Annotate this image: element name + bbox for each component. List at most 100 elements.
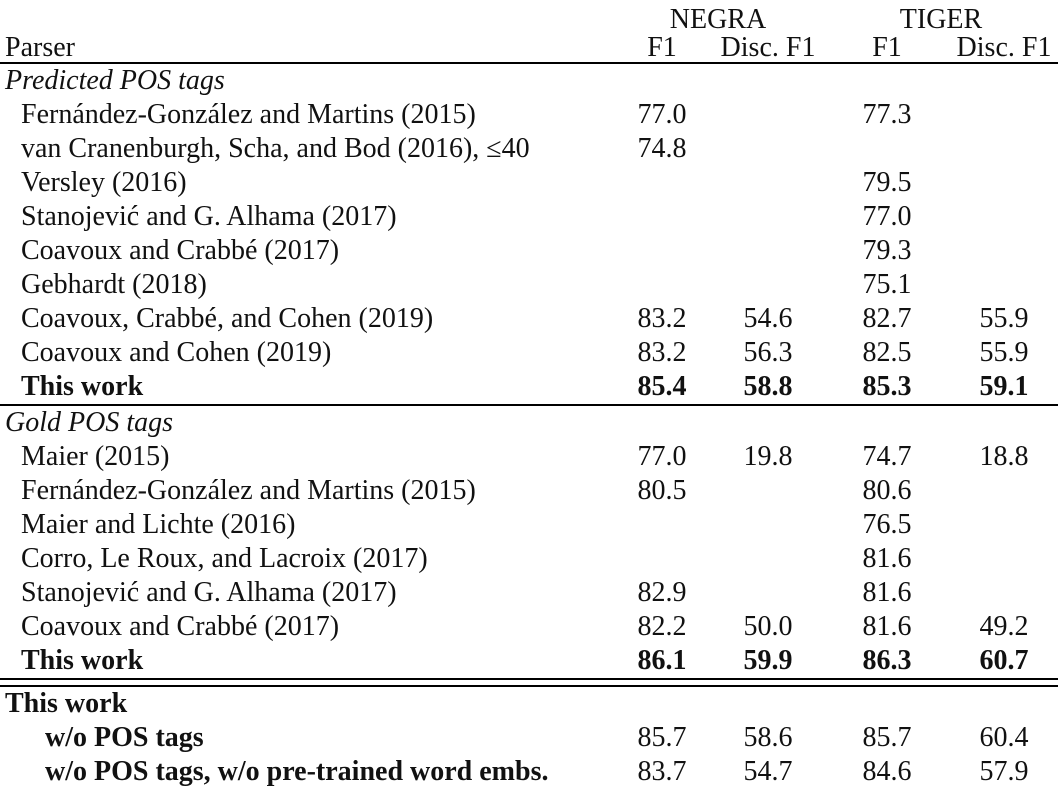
score-cell <box>612 166 712 200</box>
score-cell: 49.2 <box>979 611 1029 642</box>
score-cell: 77.3 <box>862 99 912 130</box>
score-cell: 83.2 <box>637 337 687 368</box>
group-header-row: NEGRA TIGER <box>0 6 1058 34</box>
score-cell: 74.8 <box>637 133 687 164</box>
score-cell: 82.5 <box>862 337 912 368</box>
parser-name-cell: Maier and Lichte (2016) <box>21 509 296 540</box>
parser-name-cell: Gebhardt (2018) <box>21 269 207 300</box>
column-header-row: Parser F1 Disc. F1 F1 Disc. F1 <box>0 34 1058 62</box>
score-cell: 79.5 <box>862 167 912 198</box>
table-row: Corro, Le Roux, and Lacroix (2017) 81.6 <box>0 542 1058 576</box>
score-cell <box>712 234 824 268</box>
score-cell <box>824 132 950 166</box>
score-cell <box>612 200 712 234</box>
score-cell <box>712 98 824 132</box>
score-cell: 82.2 <box>637 611 687 642</box>
parser-name-cell: Coavoux and Crabbé (2017) <box>21 611 340 642</box>
score-cell: 86.1 <box>637 645 687 676</box>
score-cell <box>950 474 1058 508</box>
score-cell <box>950 98 1058 132</box>
score-cell: 82.7 <box>862 303 912 334</box>
table-row: Maier (2015) 77.0 19.8 74.7 18.8 <box>0 440 1058 474</box>
score-cell: 59.1 <box>979 371 1029 402</box>
score-cell <box>950 508 1058 542</box>
score-cell <box>712 542 824 576</box>
score-cell <box>712 200 824 234</box>
parser-name-cell: This work <box>21 371 144 402</box>
parser-name-cell: w/o POS tags <box>45 722 204 753</box>
score-cell: 84.6 <box>862 756 912 787</box>
score-cell <box>712 166 824 200</box>
parser-name-cell: Stanojević and G. Alhama (2017) <box>21 201 397 232</box>
table-row: Maier and Lichte (2016) 76.5 <box>0 508 1058 542</box>
score-cell: 58.6 <box>743 722 793 753</box>
parser-name-cell: Coavoux, Crabbé, and Cohen (2019) <box>21 303 434 334</box>
score-cell <box>612 268 712 302</box>
group-header-spacer <box>0 6 612 34</box>
score-cell: 50.0 <box>743 611 793 642</box>
table-row: w/o POS tags 85.7 58.6 85.7 60.4 <box>0 721 1058 755</box>
parser-name-cell: Maier (2015) <box>21 441 170 472</box>
score-cell: 83.2 <box>637 303 687 334</box>
score-cell: 80.5 <box>637 475 687 506</box>
parser-name-cell: w/o POS tags, w/o pre-trained word embs. <box>45 756 549 787</box>
score-cell: 81.6 <box>862 611 912 642</box>
section-title-row: This work <box>0 687 1058 721</box>
score-cell: 80.6 <box>862 475 912 506</box>
score-cell: 54.7 <box>743 756 793 787</box>
table-row: Stanojević and G. Alhama (2017) 77.0 <box>0 200 1058 234</box>
score-cell: 56.3 <box>743 337 793 368</box>
score-cell: 85.7 <box>862 722 912 753</box>
score-cell <box>950 268 1058 302</box>
score-cell <box>950 576 1058 610</box>
section-title: This work <box>5 688 128 719</box>
score-cell <box>712 132 824 166</box>
score-cell: 77.0 <box>637 99 687 130</box>
section-double-rule <box>0 678 1058 687</box>
score-cell <box>950 542 1058 576</box>
table-row: Versley (2016) 79.5 <box>0 166 1058 200</box>
score-cell: 77.0 <box>637 441 687 472</box>
score-cell: 81.6 <box>862 577 912 608</box>
section-title: Gold POS tags <box>5 407 173 438</box>
score-cell <box>950 200 1058 234</box>
table-row: Gebhardt (2018) 75.1 <box>0 268 1058 302</box>
section-title-row: Predicted POS tags <box>0 64 1058 98</box>
score-cell <box>612 234 712 268</box>
score-cell <box>712 474 824 508</box>
score-cell: 86.3 <box>862 645 912 676</box>
score-cell: 77.0 <box>862 201 912 232</box>
score-cell <box>950 234 1058 268</box>
score-cell: 59.9 <box>743 645 793 676</box>
table-row: van Cranenburgh, Scha, and Bod (2016), ≤… <box>0 132 1058 166</box>
score-cell: 19.8 <box>743 441 793 472</box>
score-cell: 60.7 <box>979 645 1029 676</box>
table-row: This work 85.4 58.8 85.3 59.1 <box>0 370 1058 404</box>
score-cell: 82.9 <box>637 577 687 608</box>
group-header-negra: NEGRA <box>669 4 767 35</box>
parser-name-cell: This work <box>21 645 144 676</box>
score-cell: 55.9 <box>979 303 1029 334</box>
score-cell <box>712 508 824 542</box>
parser-name-cell: van Cranenburgh, Scha, and Bod (2016), ≤… <box>21 133 530 164</box>
score-cell <box>950 132 1058 166</box>
score-cell: 85.4 <box>637 371 687 402</box>
score-cell: 85.7 <box>637 722 687 753</box>
score-cell: 58.8 <box>743 371 793 402</box>
score-cell <box>712 268 824 302</box>
table-row: Fernández-González and Martins (2015) 80.… <box>0 474 1058 508</box>
parser-name-cell: Coavoux and Crabbé (2017) <box>21 235 340 266</box>
score-cell: 74.7 <box>862 441 912 472</box>
table-row: Coavoux, Crabbé, and Cohen (2019) 83.2 54.… <box>0 302 1058 336</box>
table-row: Stanojević and G. Alhama (2017) 82.9 81.6 <box>0 576 1058 610</box>
table-row: Fernández-González and Martins (2015) 77.… <box>0 98 1058 132</box>
score-cell: 76.5 <box>862 509 912 540</box>
parser-name-cell: Coavoux and Cohen (2019) <box>21 337 332 368</box>
score-cell <box>712 576 824 610</box>
column-header-negra-disc-f1: Disc. F1 <box>720 32 816 63</box>
table-row: Coavoux and Cohen (2019) 83.2 56.3 82.5 55.9 <box>0 336 1058 370</box>
table-section: Predicted POS tags Fernández-González and… <box>0 64 1058 404</box>
table-row: Coavoux and Crabbé (2017) 79.3 <box>0 234 1058 268</box>
score-cell: 54.6 <box>743 303 793 334</box>
section-title-row: Gold POS tags <box>0 406 1058 440</box>
